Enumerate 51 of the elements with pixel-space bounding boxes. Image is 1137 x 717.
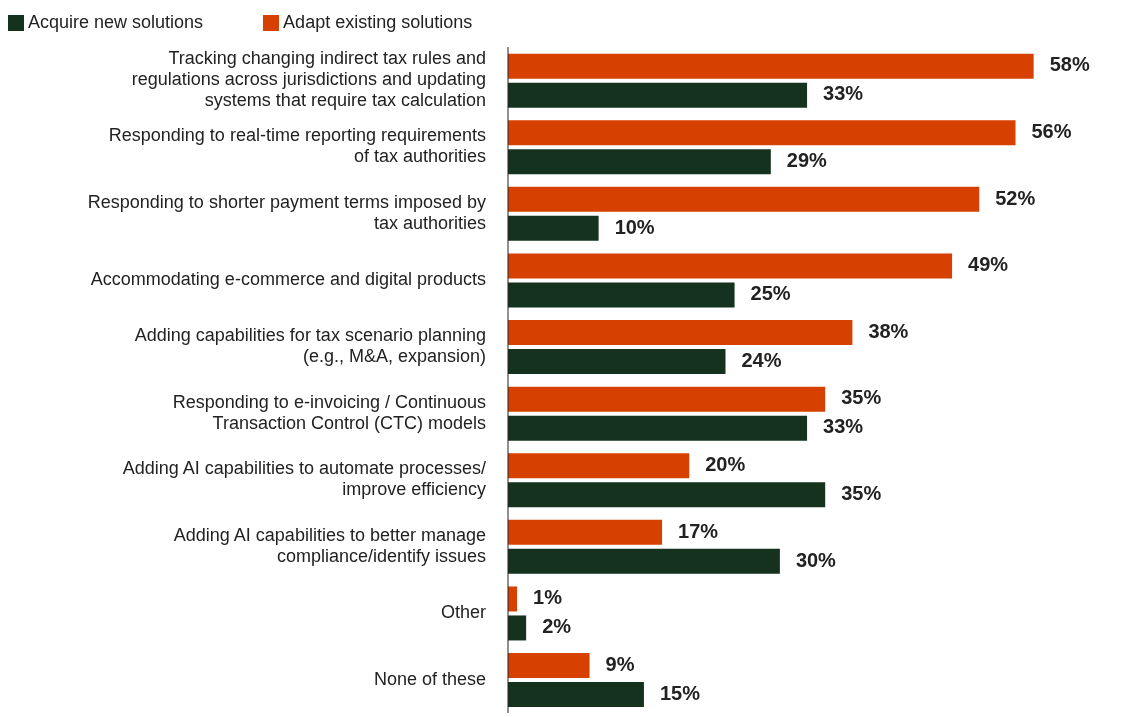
y-tick-label: Responding to real-time reporting requirements of tax authorities — [108, 125, 486, 167]
data-label: 10% — [614, 215, 655, 238]
bar — [508, 320, 853, 346]
y-tick-label: Adding AI capabilities to better manage compliance/identify issues — [173, 524, 486, 566]
data-label: 33% — [823, 82, 864, 105]
bar — [508, 682, 644, 708]
data-label: 24% — [741, 348, 782, 371]
bar — [508, 349, 726, 375]
bar — [508, 186, 980, 212]
data-label: 35% — [841, 386, 882, 409]
y-tick-label: Other — [440, 601, 486, 622]
y-tick-label: Responding to shorter payment terms imposed by tax authorities — [87, 191, 486, 233]
legend-label: Acquire new solutions — [28, 12, 204, 32]
data-label: 30% — [795, 548, 837, 571]
y-tick-label: Adding capabilities for tax scenario planning (e.g., M&A, expansion) — [134, 324, 486, 366]
bar — [508, 282, 735, 308]
bar — [508, 386, 826, 412]
data-label: 29% — [786, 149, 828, 172]
y-tick-label: Accommodating e-commerce and digital products — [90, 268, 486, 289]
bar — [508, 482, 826, 508]
data-label: 56% — [1031, 120, 1072, 143]
data-label: 20% — [705, 453, 746, 476]
bar — [508, 548, 780, 574]
y-tick-label: Responding to e-invoicing / Continuous Transaction Control (CTC) models — [172, 391, 486, 433]
data-label: 35% — [841, 482, 882, 505]
bar — [508, 215, 599, 241]
data-label: 58% — [1049, 53, 1090, 76]
data-label: 33% — [823, 415, 864, 438]
bar — [508, 253, 953, 279]
data-label: 49% — [968, 253, 1009, 276]
data-label: 1% — [533, 586, 563, 609]
bar — [508, 415, 808, 441]
bar — [508, 149, 771, 175]
bar — [508, 453, 690, 479]
bar — [508, 53, 1034, 79]
data-label: 17% — [678, 519, 719, 542]
bar — [508, 615, 527, 641]
bar — [508, 653, 590, 679]
legend-label: Adapt existing solutions — [283, 12, 473, 32]
data-label: 52% — [995, 186, 1036, 209]
y-tick-label: None of these — [373, 668, 486, 689]
data-label: 25% — [750, 282, 791, 305]
bar — [508, 120, 1016, 146]
y-tick-label: Tracking changing indirect tax rules and regulations across jurisdictions and updating systems that require tax calculation — [131, 48, 486, 111]
data-label: 15% — [659, 681, 701, 704]
bar — [508, 82, 808, 108]
data-label: 38% — [868, 319, 909, 342]
data-label: 2% — [542, 615, 572, 638]
data-label: 9% — [605, 652, 635, 675]
y-tick-label: Adding AI capabilities to automate processes/ improve efficiency — [122, 458, 486, 500]
bar — [508, 519, 663, 545]
